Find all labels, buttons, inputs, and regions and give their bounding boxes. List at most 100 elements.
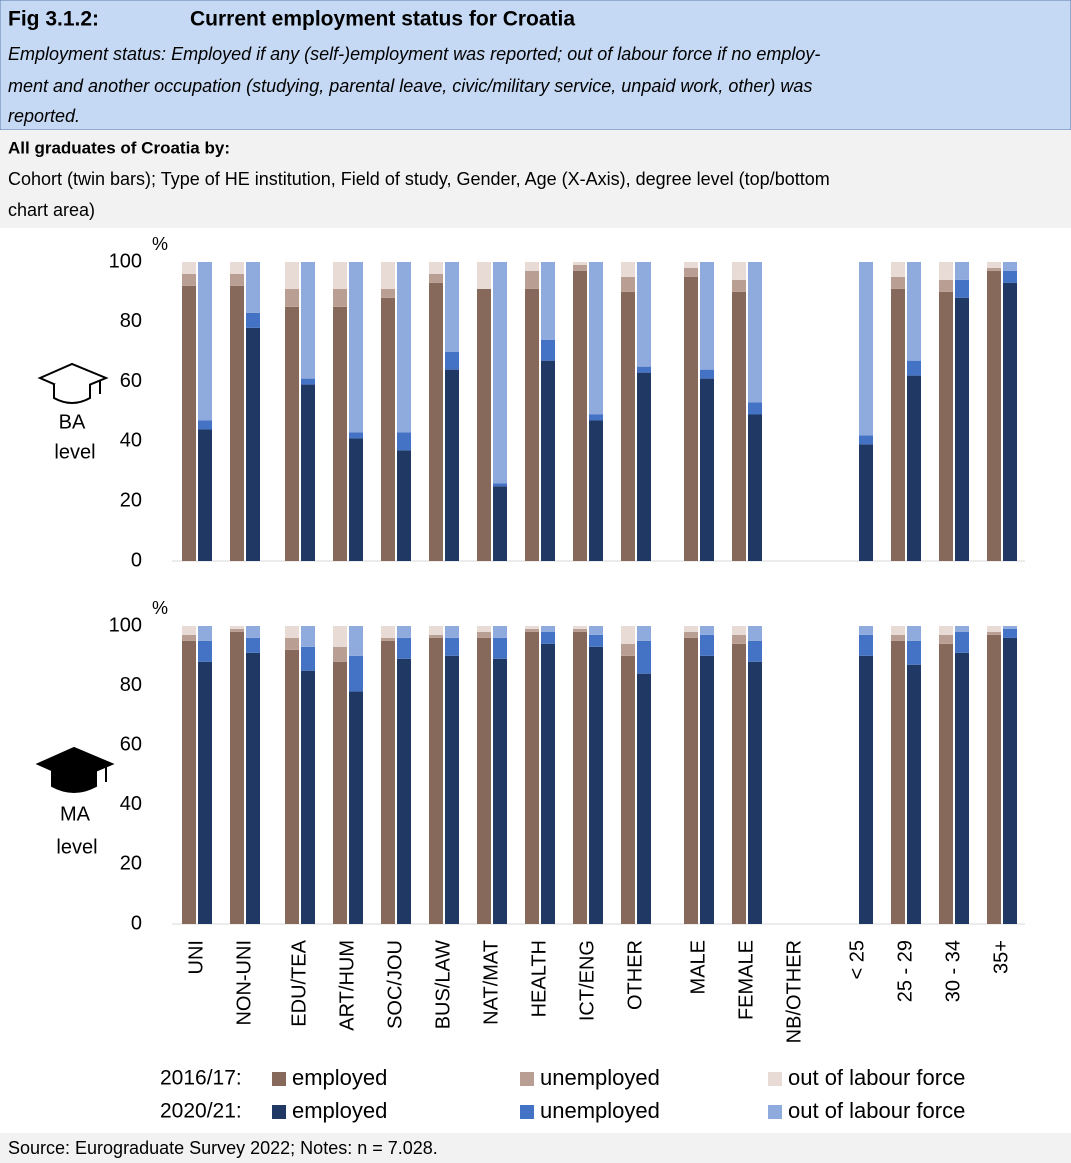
bar-segment: [333, 626, 347, 647]
bar-segment: [397, 432, 411, 451]
unit-label: %: [152, 598, 168, 618]
bar-segment: [230, 626, 244, 629]
bar-segment: [493, 637, 507, 659]
bar-segment: [285, 306, 299, 561]
bar-segment: [301, 670, 315, 924]
title: Current employment status for Croatia: [190, 8, 575, 31]
header-box: [0, 0, 1071, 131]
bar-segment: [939, 279, 953, 292]
bar-segment: [230, 262, 244, 274]
bar-segment: [732, 291, 746, 561]
bar-segment: [198, 420, 212, 430]
bar-segment: [1003, 637, 1017, 924]
bar-segment: [748, 402, 762, 415]
bar-segment: [891, 288, 905, 561]
bar-segment: [349, 262, 363, 433]
legend-swatch: [520, 1072, 534, 1086]
legend-swatch: [272, 1072, 286, 1086]
bar-segment: [230, 273, 244, 286]
bar-segment: [525, 270, 539, 289]
bar-segment: [700, 634, 714, 656]
bar-segment: [589, 262, 603, 415]
bar-segment: [907, 262, 921, 361]
bar-segment: [621, 276, 635, 292]
bar-segment: [748, 626, 762, 641]
bar-segment: [230, 285, 244, 561]
y-tick-label: 20: [120, 853, 142, 875]
bar-segment: [859, 655, 873, 924]
bar-segment: [525, 288, 539, 561]
bar-segment: [541, 643, 555, 924]
bar-segment: [637, 673, 651, 924]
bar-segment: [397, 262, 411, 433]
bar-segment: [621, 643, 635, 656]
description-heading: All graduates of Croatia by:: [8, 138, 230, 157]
bar-segment: [684, 631, 698, 638]
bar-segment: [955, 652, 969, 924]
bar-segment: [859, 634, 873, 656]
bar-segment: [621, 655, 635, 924]
bar-segment: [684, 637, 698, 924]
legend-label: out of labour force: [788, 1098, 965, 1123]
bar-segment: [493, 262, 507, 484]
bar-segment: [955, 297, 969, 561]
x-tick-label: UNI: [185, 940, 207, 974]
bar-segment: [381, 626, 395, 638]
bar-segment: [301, 262, 315, 379]
bar-segment: [907, 664, 921, 924]
bar-segment: [182, 640, 196, 924]
bar-segment: [477, 637, 491, 924]
bar-segment: [230, 631, 244, 924]
bar-segment: [493, 626, 507, 638]
bar-segment: [198, 626, 212, 641]
bar-segment: [939, 643, 953, 924]
x-tick-label: EDU/TEA: [288, 939, 310, 1026]
bar-segment: [955, 279, 969, 298]
bar-segment: [987, 631, 1001, 635]
bar-segment: [397, 450, 411, 561]
subtitle-line: Employment status: Employed if any (self…: [8, 44, 820, 64]
legend-swatch: [272, 1105, 286, 1119]
y-tick-label: 60: [120, 733, 142, 755]
bar-segment: [349, 432, 363, 439]
subtitle-line: reported.: [8, 106, 80, 126]
bar-segment: [333, 661, 347, 924]
bar-segment: [684, 626, 698, 632]
bar-segment: [333, 646, 347, 662]
bar-segment: [525, 262, 539, 271]
level-label: MA: [60, 803, 91, 825]
bar-segment: [397, 637, 411, 659]
y-tick-label: 0: [131, 912, 142, 934]
bar-segment: [429, 282, 443, 561]
bar-segment: [198, 640, 212, 662]
x-tick-label: 25 - 29: [894, 940, 916, 1002]
bar-segment: [573, 270, 587, 561]
bar-segment: [621, 262, 635, 277]
y-tick-label: 40: [120, 793, 142, 815]
bar-segment: [230, 628, 244, 632]
bar-segment: [198, 262, 212, 421]
y-tick-label: 0: [131, 549, 142, 571]
bar-segment: [573, 628, 587, 632]
x-tick-label: OTHER: [624, 940, 646, 1010]
bar-segment: [589, 414, 603, 421]
bar-segment: [246, 626, 260, 638]
bar-segment: [445, 655, 459, 924]
bar-segment: [397, 626, 411, 638]
bar-segment: [955, 631, 969, 653]
bar-segment: [182, 634, 196, 641]
bar-segment: [589, 420, 603, 561]
bar-segment: [493, 483, 507, 487]
bar-segment: [891, 276, 905, 289]
bar-segment: [285, 288, 299, 307]
bar-segment: [349, 655, 363, 692]
bar-segment: [859, 435, 873, 445]
bar-segment: [573, 264, 587, 271]
bar-segment: [939, 291, 953, 561]
bar-segment: [891, 640, 905, 924]
bar-segment: [381, 262, 395, 289]
bar-segment: [573, 262, 587, 265]
bar-segment: [397, 658, 411, 924]
bar-segment: [445, 369, 459, 561]
x-tick-label: < 25: [846, 940, 868, 979]
